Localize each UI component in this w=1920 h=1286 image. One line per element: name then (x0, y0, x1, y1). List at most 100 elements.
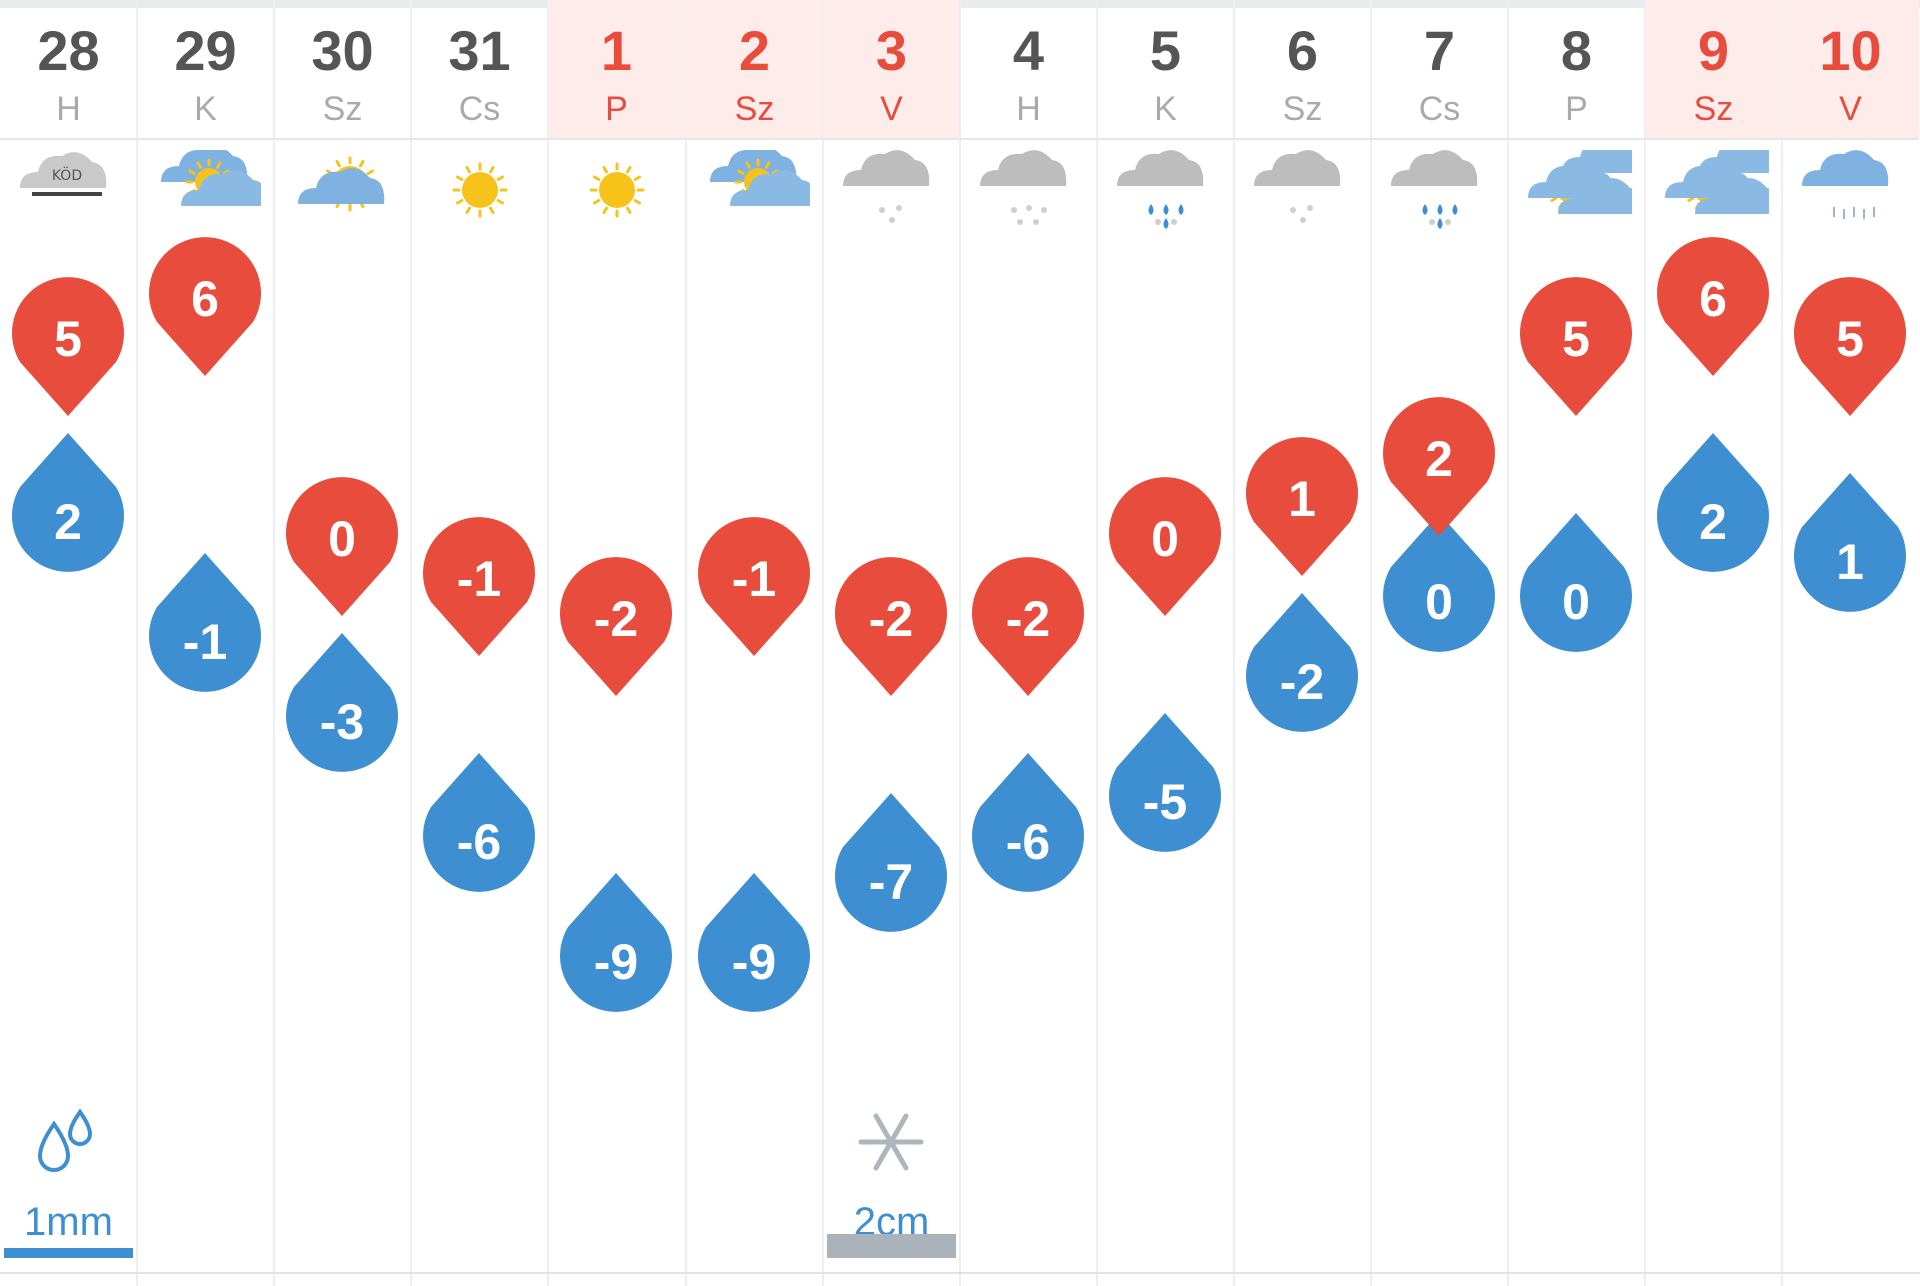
column-divider (1370, 0, 1372, 1286)
min-temp-value: -6 (456, 814, 502, 870)
day-of-week: Cs (458, 90, 501, 128)
day-column[interactable]: 2 Sz -9 -1 (685, 0, 823, 1286)
max-temp-marker: -2 (833, 557, 949, 696)
day-of-week: K (1154, 90, 1177, 128)
max-temp-marker: -2 (558, 557, 674, 696)
min-temp-value: 2 (1699, 494, 1727, 550)
min-temp-marker: -1 (147, 553, 263, 692)
day-header: 29 K (137, 0, 274, 140)
max-temp-marker: -1 (696, 517, 812, 656)
day-column[interactable]: 6 Sz -2 1 (1233, 0, 1371, 1286)
max-temp-marker: 6 (147, 237, 263, 376)
min-temp-value: -1 (182, 614, 228, 670)
max-temp-value: 6 (191, 271, 219, 327)
day-column[interactable]: 31 Cs -6 -1 (410, 0, 548, 1286)
min-temp-value: 2 (54, 494, 82, 550)
min-temp-marker: -3 (284, 633, 400, 772)
cloud-light-snow-icon (837, 150, 947, 250)
sun-icon (425, 150, 535, 250)
max-temp-value: -2 (593, 591, 639, 647)
day-date: 5 (1149, 19, 1182, 82)
day-column[interactable]: 9 Sz 2 6 (1644, 0, 1786, 1286)
min-temp-value: -7 (868, 854, 914, 910)
day-date: 10 (1819, 19, 1882, 82)
max-temp-value: 5 (1562, 311, 1590, 367)
column-divider (685, 0, 687, 1286)
min-temp-value: 0 (1562, 574, 1590, 630)
day-column[interactable]: 4 H -6 -2 (959, 0, 1097, 1286)
max-temp-value: -2 (1005, 591, 1051, 647)
max-temp-marker: -2 (970, 557, 1086, 696)
day-column[interactable]: 7 Cs 0 2 (1370, 0, 1508, 1286)
max-temp-marker: 5 (1518, 277, 1634, 416)
sun-icon (562, 150, 672, 250)
mostly-sunny-icon (288, 150, 398, 250)
day-date: 3 (875, 19, 908, 82)
day-header: 6 Sz (1234, 0, 1371, 140)
day-header: 31 Cs (411, 0, 548, 140)
max-temp-value: 1 (1288, 471, 1316, 527)
sun-and-clouds-icon (1522, 137, 1649, 250)
min-temp-marker: -9 (558, 873, 674, 1012)
partly-cloudy-icon (151, 146, 268, 250)
column-divider (547, 0, 549, 1286)
max-temp-value: 0 (328, 511, 356, 567)
day-date: 29 (174, 19, 237, 82)
fog-icon: KÖD (14, 150, 124, 250)
snowflake-icon (851, 1102, 931, 1182)
min-temp-marker: 2 (10, 433, 126, 572)
column-divider (273, 0, 275, 1286)
day-of-week: Cs (1418, 90, 1461, 128)
min-temp-marker: 1 (1792, 473, 1908, 612)
day-column[interactable]: 1 P -9 -2 (547, 0, 685, 1286)
cloud-light-snow-icon (1248, 150, 1358, 250)
day-of-week: Sz (1693, 90, 1734, 128)
max-temp-value: -1 (731, 551, 777, 607)
day-column[interactable]: 3 V -7 -2 2cm (822, 0, 960, 1286)
column-divider (1096, 0, 1098, 1286)
min-temp-marker: -2 (1244, 593, 1360, 732)
min-temp-value: -9 (731, 934, 777, 990)
min-temp-value: -2 (1279, 654, 1325, 710)
max-temp-value: 6 (1699, 271, 1727, 327)
day-column[interactable]: 5 K -5 0 (1096, 0, 1234, 1286)
max-temp-value: 2 (1425, 431, 1453, 487)
day-header: 28 H (0, 0, 137, 140)
min-temp-value: -5 (1142, 774, 1188, 830)
max-temp-marker: 0 (284, 477, 400, 616)
max-temp-marker: 5 (1792, 277, 1908, 416)
raindrops-icon (28, 1102, 108, 1182)
day-of-week: H (56, 90, 81, 128)
day-column[interactable]: 10 V 1 5 (1781, 0, 1919, 1286)
day-column[interactable]: 28 H KÖD 2 5 1mm (0, 0, 137, 1286)
max-temp-value: -1 (456, 551, 502, 607)
day-of-week: Sz (1282, 90, 1323, 128)
max-temp-value: 5 (54, 311, 82, 367)
day-column[interactable]: 30 Sz -3 0 (273, 0, 411, 1286)
day-column[interactable]: 29 K -1 6 (136, 0, 274, 1286)
day-of-week: K (194, 90, 217, 128)
min-temp-marker: -7 (833, 793, 949, 932)
day-date: 7 (1423, 19, 1456, 82)
min-temp-value: -6 (1005, 814, 1051, 870)
sun-and-clouds-icon (1659, 137, 1786, 250)
snow-amount: 2cm (823, 1090, 960, 1260)
day-of-week: Sz (734, 90, 775, 128)
cloud-sleet-icon (1111, 150, 1221, 250)
column-divider (822, 0, 824, 1286)
column-divider (136, 0, 138, 1286)
column-divider (1507, 0, 1509, 1286)
day-header: 30 Sz (274, 0, 411, 140)
max-temp-marker: 5 (10, 277, 126, 416)
day-of-week: H (1016, 90, 1041, 128)
day-header: 7 Cs (1371, 0, 1508, 140)
max-temp-marker: 1 (1244, 437, 1360, 576)
bottom-border (0, 1272, 1920, 1274)
min-temp-value: 0 (1425, 574, 1453, 630)
